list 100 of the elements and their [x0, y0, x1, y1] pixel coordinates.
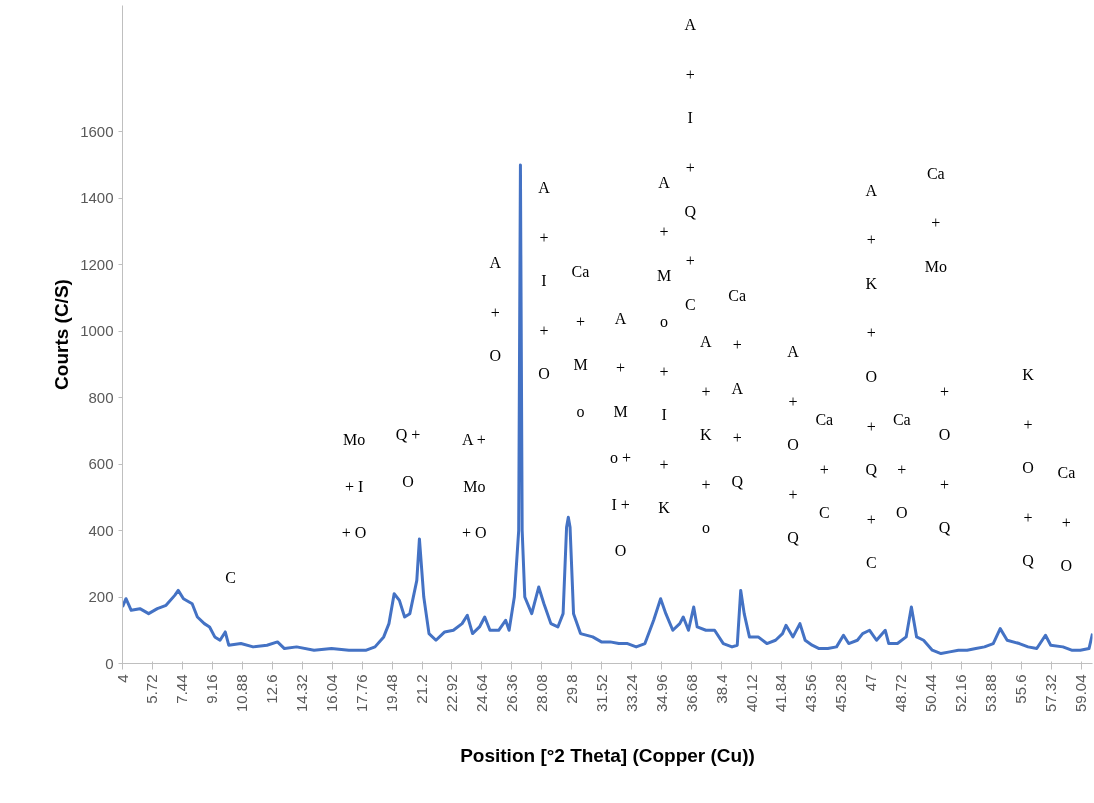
line-series	[122, 163, 1093, 656]
annotation: +	[788, 392, 798, 410]
y-tick-label: 0	[105, 654, 114, 672]
annotation: Q	[1022, 552, 1035, 570]
x-tick-label: 50.44	[922, 674, 940, 713]
x-tick-label: 28.08	[532, 674, 550, 713]
x-tick-label: 57.32	[1042, 674, 1060, 713]
annotation: A	[658, 173, 671, 191]
annotation: Mo	[924, 257, 947, 275]
x-tick-label: 40.12	[742, 674, 760, 713]
annotation: +	[732, 336, 742, 354]
annotation: +	[659, 455, 669, 473]
annotation: M	[656, 266, 672, 284]
annotation: O	[865, 368, 878, 386]
annotation: +	[866, 510, 876, 528]
x-tick-label: 29.8	[562, 674, 580, 704]
x-tick-label: 7.44	[173, 674, 191, 704]
annotation: Q	[938, 519, 951, 537]
annotation: C	[225, 569, 236, 587]
annotation: +	[539, 321, 549, 339]
x-tick-label: 43.56	[802, 674, 820, 713]
annotation: +	[866, 324, 876, 342]
y-tick-label: 400	[88, 521, 114, 539]
annotation: K	[865, 274, 878, 292]
annotation: +	[616, 359, 626, 377]
annotation: K	[658, 499, 671, 517]
x-tick-label: 5.72	[143, 674, 161, 704]
x-tick-label: 17.76	[353, 674, 371, 713]
annotation: M	[613, 402, 628, 420]
annotation: +	[931, 214, 941, 232]
annotation: +	[701, 475, 711, 493]
annotation: o +	[610, 449, 632, 467]
annotation: A +	[461, 431, 486, 449]
y-tick-label: 800	[88, 388, 114, 406]
annotation: K	[700, 426, 713, 444]
annotation: +	[1023, 415, 1033, 433]
annotation: Q +	[395, 426, 421, 444]
annotation: Ca	[1057, 464, 1076, 482]
annotation: A	[731, 379, 744, 397]
x-tick-label: 14.32	[293, 674, 311, 713]
annotation: Q	[865, 461, 878, 479]
annotation: +	[788, 485, 798, 503]
annotation: +	[576, 312, 586, 330]
annotation: A	[865, 181, 878, 199]
annotation: I	[541, 272, 547, 290]
x-tick-label: 48.72	[892, 674, 910, 713]
x-tick-label: 22.92	[442, 674, 460, 713]
annotation: A	[614, 309, 627, 327]
annotation: C	[684, 295, 696, 313]
annotation: A	[700, 333, 713, 351]
annotation: O	[896, 504, 908, 522]
x-tick-label: 36.68	[682, 674, 700, 713]
x-tick-label: 10.88	[233, 674, 251, 713]
annotation: + O	[461, 524, 487, 542]
annotation: +	[897, 460, 907, 478]
annotation: C	[866, 554, 877, 572]
annotation: + O	[341, 524, 367, 542]
x-axis-title: Position [°2 Theta] (Copper (Cu))	[460, 745, 755, 767]
annotation: Ca	[926, 164, 945, 182]
y-tick-label: 1400	[80, 189, 114, 207]
annotation: o	[660, 313, 669, 331]
annotation: Mo	[343, 431, 366, 449]
annotation: O	[1022, 459, 1034, 477]
x-tick-label: 41.84	[772, 674, 790, 713]
y-tick-label: 600	[88, 455, 114, 473]
annotation: +	[866, 417, 876, 435]
x-tick-label: 31.52	[592, 674, 610, 713]
x-tick-label: 26.36	[502, 674, 520, 713]
annotation: K	[1022, 366, 1035, 384]
x-tick-label: 59.04	[1072, 674, 1090, 713]
annotation: O	[402, 472, 414, 490]
y-axis-title: Courts (C/S)	[51, 279, 73, 390]
annotation: +	[1061, 513, 1071, 531]
annotation: +	[685, 252, 695, 270]
x-tick-label: 16.04	[323, 674, 341, 713]
x-tick-label: 45.28	[832, 674, 850, 713]
annotation: C	[818, 504, 830, 522]
annotation: o	[701, 519, 710, 537]
annotation: +	[939, 475, 949, 493]
y-tick-label: 1200	[80, 255, 114, 273]
annotation: A	[489, 254, 502, 272]
annotation: Q	[787, 529, 800, 547]
annotation: +	[819, 460, 829, 478]
annotation: +	[732, 429, 742, 447]
annotation: + I	[344, 477, 364, 495]
annotation: Ca	[892, 411, 911, 429]
annotation: +	[866, 231, 876, 249]
annotation: Q	[731, 472, 744, 490]
x-tick-label: 53.88	[982, 674, 1000, 713]
x-tick-label: 9.16	[203, 674, 221, 704]
annotation: A	[538, 179, 551, 197]
annotation: Ca	[571, 263, 590, 281]
x-tick-label: 47	[862, 674, 880, 692]
annotation: +	[939, 382, 949, 400]
annotation: M	[573, 356, 588, 374]
annotation: A	[684, 16, 697, 34]
annotation: O	[1060, 557, 1073, 575]
x-tick-label: 33.24	[622, 674, 640, 713]
x-tick-label: 4	[113, 674, 131, 683]
x-tick-label: 24.64	[472, 674, 490, 713]
